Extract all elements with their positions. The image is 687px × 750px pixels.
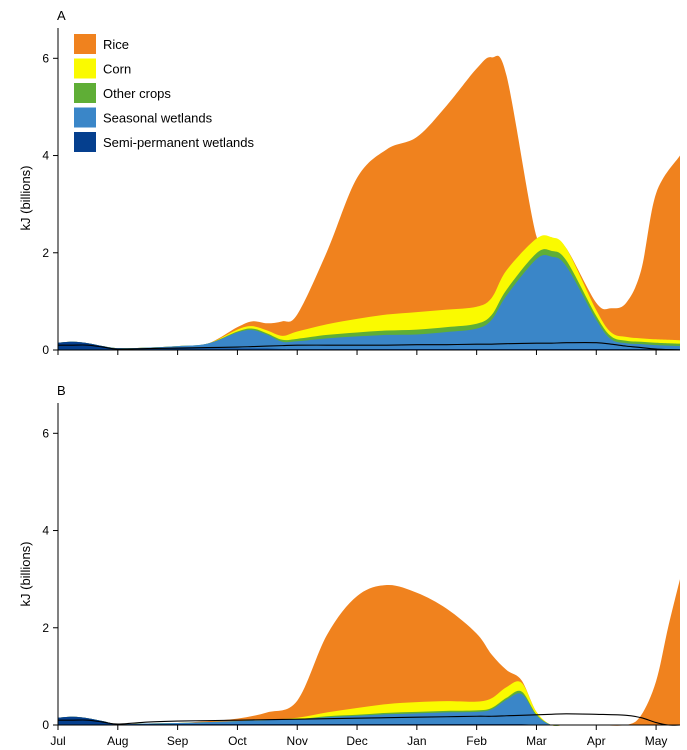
panel-a-areas	[58, 55, 680, 351]
panel-a-y-tick-label: 0	[42, 343, 49, 357]
panel-b-line-layer	[58, 713, 681, 726]
legend-swatch-rice	[74, 34, 96, 54]
panel-b-y-tick-label: 0	[42, 718, 49, 732]
panel-b-x-tick-label: Mar	[526, 734, 547, 748]
panel-b-x-tick-label: Oct	[228, 734, 247, 748]
panel-b-y-tick-label: 2	[42, 621, 49, 635]
panel-b-x-tick-label: Jan	[407, 734, 426, 748]
panel-b-x-tick-label: Jul	[50, 734, 65, 748]
panel-b-x-tick-label: Sep	[167, 734, 189, 748]
panel-a-y-tick-label: 4	[42, 149, 49, 163]
panel-b-x-tick-label: May	[645, 734, 668, 748]
legend-swatch-other	[74, 83, 96, 103]
panel-b-x-tick-label: Dec	[346, 734, 367, 748]
legend-swatch-semi	[74, 132, 96, 152]
panel-a-y-tick-label: 2	[42, 246, 49, 260]
panel-b-areas	[58, 579, 680, 726]
panel-b-axes: 0 2 4 6 Jul Aug Sep Oct Nov Dec Jan Feb Mar Apr May	[42, 403, 680, 748]
legend-label-corn: Corn	[103, 62, 131, 77]
panel-b-area-seasonal	[58, 693, 680, 726]
panel-b-x-tick-label: Apr	[587, 734, 606, 748]
panel-a-area-seasonal	[58, 254, 680, 350]
panel-b-y-tick-label: 4	[42, 524, 49, 538]
panel-a-axes: 0 2 4 6	[42, 28, 680, 357]
legend-swatch-seasonal	[74, 107, 96, 128]
panel-b-x-tick-label: Feb	[466, 734, 487, 748]
panel-b-y-axis-title: kJ (billions)	[18, 541, 33, 606]
panel-a-line-layer	[58, 342, 681, 351]
legend-label-other: Other crops	[103, 86, 171, 101]
legend-label-semi: Semi-permanent wetlands	[103, 135, 255, 150]
panel-a: A 0 2 4 6 kJ (billions) Rice Corn Other crops…	[18, 8, 681, 357]
panel-b-y-tick-label: 6	[42, 426, 49, 440]
panel-b-area-rice	[58, 579, 680, 726]
panel-letter-b: B	[57, 383, 66, 398]
panel-letter-a: A	[57, 8, 66, 23]
legend: Rice Corn Other crops Seasonal wetlands Semi…	[74, 34, 255, 152]
panel-a-y-axis-title: kJ (billions)	[18, 165, 33, 230]
legend-swatch-corn	[74, 58, 96, 79]
panel-a-line	[58, 342, 681, 351]
panel-b-line	[58, 713, 681, 726]
panel-b-x-tick-label: Nov	[287, 734, 308, 748]
panel-b-x-tick-label: Aug	[107, 734, 128, 748]
legend-label-seasonal: Seasonal wetlands	[103, 111, 213, 126]
legend-label-rice: Rice	[103, 37, 129, 52]
panel-a-y-tick-label: 6	[42, 51, 49, 65]
